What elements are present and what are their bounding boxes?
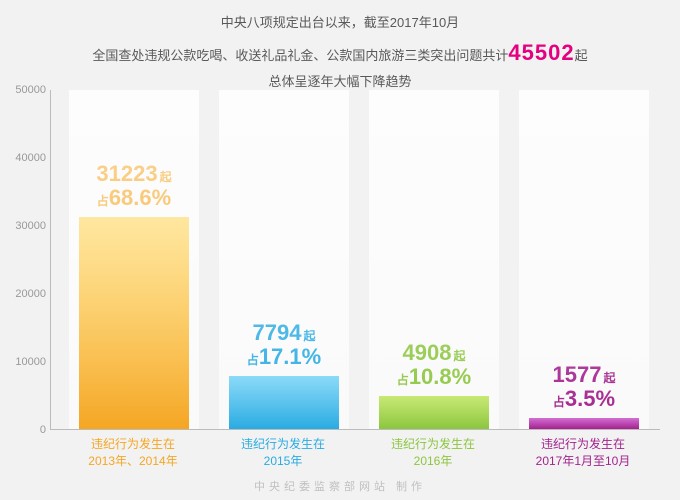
bar-count: 4908	[403, 340, 452, 365]
bar	[379, 396, 489, 429]
bar-count: 1577	[553, 362, 602, 387]
chart-title-block: 中央八项规定出台以来，截至2017年10月 全国查处违规公款吃喝、收送礼品礼金、…	[0, 0, 680, 94]
y-tick: 10000	[15, 356, 46, 368]
bar-slot: 1577起占3.5%	[519, 90, 649, 429]
plot: 31223起占68.6% 7794起占17.1% 4908起占10.8% 1577起占…	[50, 90, 660, 430]
total-count: 45502	[508, 40, 574, 65]
bar-slot: 7794起占17.1%	[219, 90, 349, 429]
y-tick: 20000	[15, 288, 46, 300]
bar-value-label: 4908起占10.8%	[369, 340, 499, 390]
y-tick: 30000	[15, 220, 46, 232]
bar-pct: 10.8%	[409, 364, 471, 389]
bar-value-label: 31223起占68.6%	[69, 161, 199, 211]
footer-credit: 中央纪委监察部网站 制作	[0, 478, 680, 494]
title-line2: 全国查处违规公款吃喝、收送礼品礼金、公款国内旅游三类突出问题共计45502起	[0, 34, 680, 71]
bar-pct: 68.6%	[109, 185, 171, 210]
x-label: 违纪行为发生在2016年	[368, 436, 498, 470]
bar	[529, 418, 639, 429]
bar-pct: 17.1%	[259, 344, 321, 369]
bar-value-label: 7794起占17.1%	[219, 320, 349, 370]
chart-area: 01000020000300004000050000 31223起占68.6%7…	[50, 90, 660, 430]
x-label: 违纪行为发生在2017年1月至10月	[518, 436, 648, 470]
title-line1: 中央八项规定出台以来，截至2017年10月	[0, 12, 680, 34]
bar-count: 31223	[96, 161, 157, 186]
y-axis: 01000020000300004000050000	[4, 90, 48, 430]
bar-pct: 3.5%	[565, 386, 615, 411]
y-tick: 40000	[15, 152, 46, 164]
bar-slot: 4908起占10.8%	[369, 90, 499, 429]
bar-value-label: 1577起占3.5%	[519, 362, 649, 412]
bar	[79, 217, 189, 429]
y-tick: 0	[40, 424, 46, 436]
bar-count: 7794	[253, 320, 302, 345]
x-label: 违纪行为发生在2013年、2014年	[68, 436, 198, 470]
y-tick: 50000	[15, 84, 46, 96]
bar-slot: 31223起占68.6%	[69, 90, 199, 429]
bar	[229, 376, 339, 429]
x-label: 违纪行为发生在2015年	[218, 436, 348, 470]
